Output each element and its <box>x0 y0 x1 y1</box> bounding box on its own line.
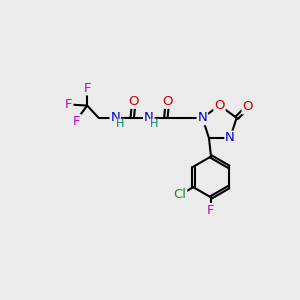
Text: H: H <box>116 119 125 129</box>
Text: O: O <box>162 95 173 108</box>
Text: N: N <box>197 111 207 124</box>
Text: N: N <box>110 111 120 124</box>
Text: N: N <box>144 111 154 124</box>
Text: O: O <box>129 95 139 108</box>
Text: F: F <box>73 115 81 128</box>
Text: F: F <box>83 82 91 94</box>
Text: H: H <box>150 119 158 129</box>
Text: O: O <box>214 99 225 112</box>
Text: F: F <box>65 98 73 111</box>
Text: N: N <box>225 131 235 145</box>
Text: O: O <box>242 100 253 113</box>
Text: Cl: Cl <box>173 188 186 201</box>
Text: F: F <box>207 204 215 217</box>
